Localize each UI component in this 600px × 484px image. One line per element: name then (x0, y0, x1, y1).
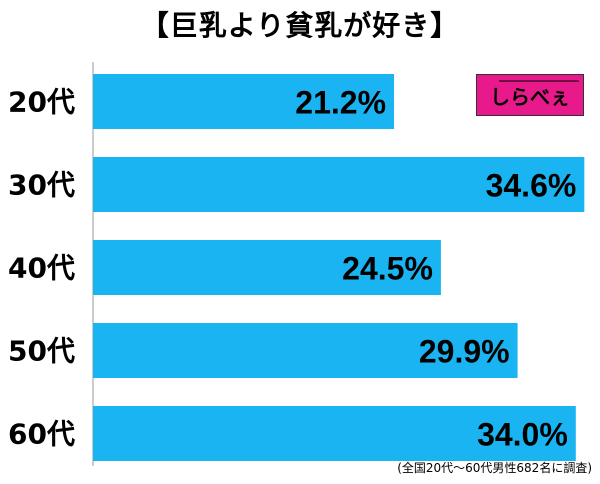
logo-tagline-mark (499, 80, 579, 82)
value-label: 34.0% (477, 417, 568, 453)
category-label: 50代 (8, 335, 75, 368)
shirabee-logo: しらべぇ (476, 74, 584, 116)
survey-footnote: (全国20代〜60代男性682名に調査) (397, 461, 592, 475)
value-label: 24.5% (342, 251, 433, 287)
category-label: 20代 (8, 86, 75, 119)
value-label: 29.9% (419, 334, 510, 370)
category-label: 60代 (8, 418, 75, 451)
chart-title: 【巨乳より貧乳が好き】 (140, 9, 460, 42)
category-label: 40代 (8, 252, 75, 285)
bar-2 (93, 240, 441, 295)
bar-1 (93, 157, 585, 212)
bar-4 (93, 406, 576, 461)
bar-3 (93, 323, 518, 378)
bar-0 (93, 74, 395, 129)
logo-text: しらべぇ (490, 84, 570, 109)
value-label: 21.2% (295, 85, 386, 121)
category-label: 30代 (8, 169, 75, 202)
value-label: 34.6% (486, 168, 577, 204)
